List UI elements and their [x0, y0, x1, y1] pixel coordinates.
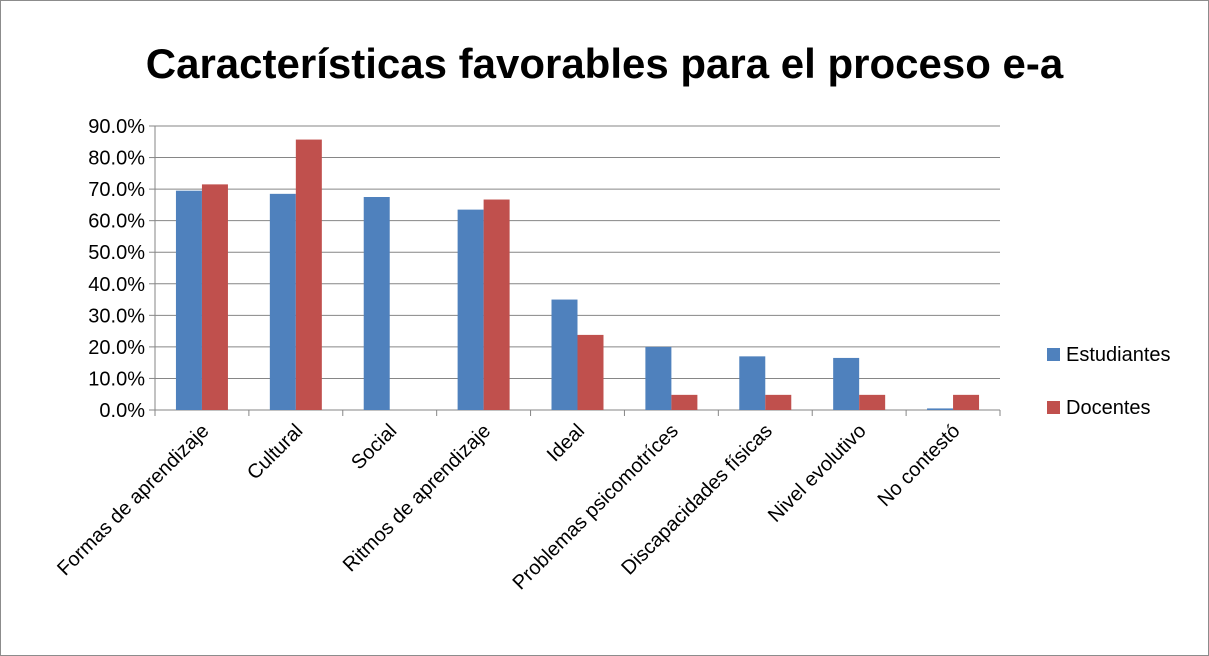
legend-label-docentes: Docentes [1066, 397, 1151, 419]
legend-swatch-docentes [1047, 401, 1060, 414]
y-tick-label: 10.0% [88, 368, 145, 390]
y-tick-label: 0.0% [99, 400, 145, 422]
bar-docentes-9 [953, 394, 980, 410]
bar-docentes-2 [295, 139, 322, 410]
category-label: Social [347, 420, 401, 474]
bar-docentes-7 [765, 394, 792, 410]
bar-estudiantes-1 [175, 190, 202, 410]
bar-estudiantes-4 [457, 209, 484, 410]
category-label: Ideal [543, 420, 589, 466]
y-tick-label: 30.0% [88, 305, 145, 327]
category-label: Nivel evolutivo [764, 420, 871, 527]
y-tick-label: 90.0% [88, 116, 145, 138]
y-tick-label: 20.0% [88, 337, 145, 359]
bar-docentes-5 [577, 334, 604, 410]
y-tick-label: 40.0% [88, 274, 145, 296]
y-tick-label: 50.0% [88, 242, 145, 264]
bar-estudiantes-8 [833, 357, 860, 410]
bar-estudiantes-9 [927, 408, 954, 410]
legend-swatch-estudiantes [1047, 348, 1060, 361]
y-tick-label: 60.0% [88, 211, 145, 233]
category-label: Discapacidades físicas [617, 420, 776, 579]
bar-docentes-6 [671, 394, 698, 410]
category-label: Cultural [243, 420, 307, 484]
y-tick-label: 70.0% [88, 179, 145, 201]
category-label: Formas de aprendizaje [53, 420, 213, 580]
legend-label-estudiantes: Estudiantes [1066, 344, 1171, 366]
bar-estudiantes-5 [551, 299, 578, 410]
y-tick-label: 80.0% [88, 148, 145, 170]
bar-estudiantes-2 [269, 193, 296, 410]
bar-estudiantes-6 [645, 346, 672, 410]
bar-docentes-8 [859, 394, 886, 410]
bar-docentes-1 [201, 184, 228, 410]
bar-estudiantes-3 [363, 197, 390, 410]
bar-estudiantes-7 [739, 356, 766, 410]
category-label: Problemas psicomotríces [509, 420, 683, 594]
chart-title: Características favorables para el proce… [145, 40, 1064, 87]
bar-docentes-4 [483, 199, 510, 410]
category-label: No contestó [874, 420, 965, 511]
